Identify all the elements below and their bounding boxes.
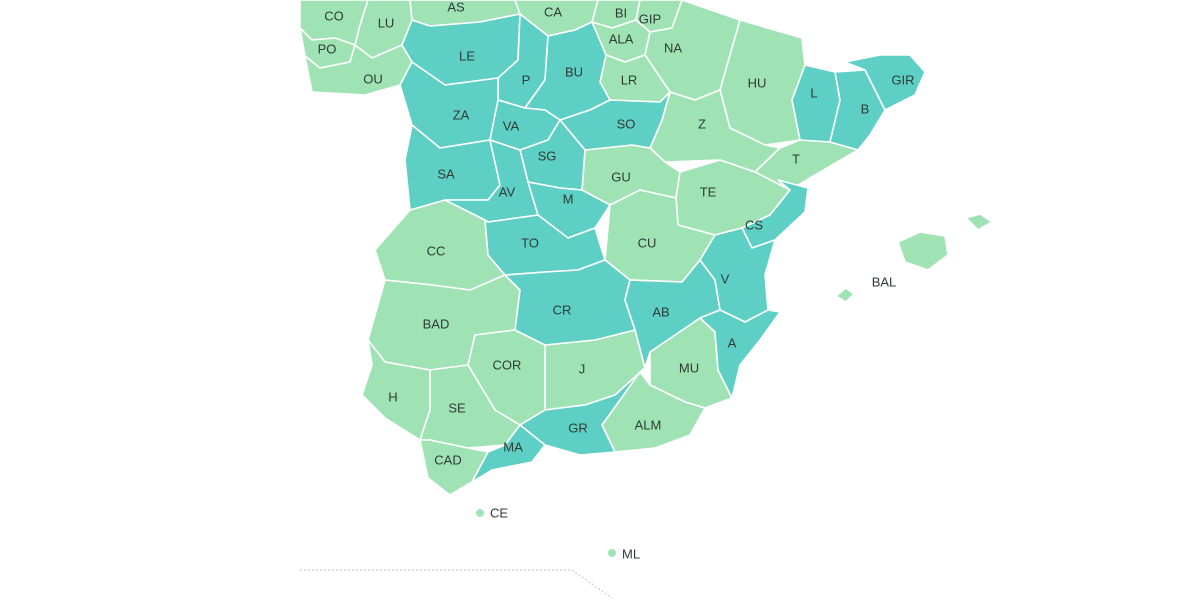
label-po: PO bbox=[318, 41, 337, 56]
label-cs: CS bbox=[745, 217, 763, 232]
canary-inset-divider bbox=[300, 569, 613, 599]
label-alm: ALM bbox=[635, 417, 662, 432]
label-gr: GR bbox=[568, 420, 588, 435]
label-cu: CU bbox=[638, 235, 657, 250]
label-a: A bbox=[728, 335, 737, 350]
label-cor: COR bbox=[493, 357, 522, 372]
label-va: VA bbox=[503, 118, 520, 133]
label-j: J bbox=[579, 361, 586, 376]
label-bad: BAD bbox=[423, 316, 450, 331]
label-se: SE bbox=[448, 400, 466, 415]
label-ala: ALA bbox=[609, 31, 634, 46]
ce-marker[interactable] bbox=[476, 509, 484, 517]
label-h: H bbox=[388, 389, 397, 404]
label-sa: SA bbox=[437, 166, 455, 181]
province-se[interactable] bbox=[419, 364, 521, 449]
province-bal-menorca[interactable] bbox=[965, 213, 993, 231]
label-ab: AB bbox=[652, 304, 669, 319]
province-ma[interactable] bbox=[471, 424, 546, 483]
label-cr: CR bbox=[553, 302, 572, 317]
label-lr: LR bbox=[621, 72, 638, 87]
label-p: P bbox=[522, 72, 531, 87]
province-labels: CO LU AS CA BI GIP PO ALA NA LE OU BU P … bbox=[318, 0, 915, 561]
label-na: NA bbox=[664, 40, 682, 55]
teal-provinces bbox=[399, 13, 926, 483]
label-cad: CAD bbox=[434, 452, 461, 467]
label-ce: CE bbox=[490, 505, 508, 520]
label-bi: BI bbox=[615, 5, 627, 20]
label-mu: MU bbox=[679, 360, 699, 375]
province-bal-ibiza[interactable] bbox=[835, 287, 855, 303]
label-t: T bbox=[792, 151, 800, 166]
label-cc: CC bbox=[427, 243, 446, 258]
label-bal: BAL bbox=[872, 274, 897, 289]
label-gip: GIP bbox=[639, 11, 661, 26]
label-gir: GIR bbox=[891, 72, 914, 87]
label-za: ZA bbox=[453, 107, 470, 122]
label-as: AS bbox=[447, 0, 465, 14]
ml-marker[interactable] bbox=[608, 549, 616, 557]
label-te: TE bbox=[700, 184, 717, 199]
label-co: CO bbox=[324, 8, 344, 23]
label-ca: CA bbox=[544, 4, 562, 19]
province-v[interactable] bbox=[699, 227, 776, 323]
label-av: AV bbox=[499, 184, 516, 199]
label-hu: HU bbox=[748, 75, 767, 90]
label-ou: OU bbox=[363, 71, 383, 86]
label-bu: BU bbox=[565, 64, 583, 79]
label-m: M bbox=[563, 191, 574, 206]
province-gir[interactable] bbox=[844, 54, 926, 111]
label-b: B bbox=[861, 101, 870, 116]
label-gu: GU bbox=[611, 169, 631, 184]
label-l: L bbox=[810, 85, 817, 100]
label-sg: SG bbox=[538, 148, 557, 163]
green-provinces bbox=[299, 0, 993, 496]
province-a[interactable] bbox=[699, 309, 781, 399]
province-bal-mallorca[interactable] bbox=[897, 231, 949, 271]
label-to: TO bbox=[521, 235, 539, 250]
label-le: LE bbox=[459, 48, 475, 63]
label-z: Z bbox=[698, 116, 706, 131]
label-lu: LU bbox=[378, 15, 395, 30]
label-v: V bbox=[721, 271, 730, 286]
label-so: SO bbox=[617, 116, 636, 131]
label-ma: MA bbox=[503, 439, 523, 454]
label-ml: ML bbox=[622, 546, 640, 561]
